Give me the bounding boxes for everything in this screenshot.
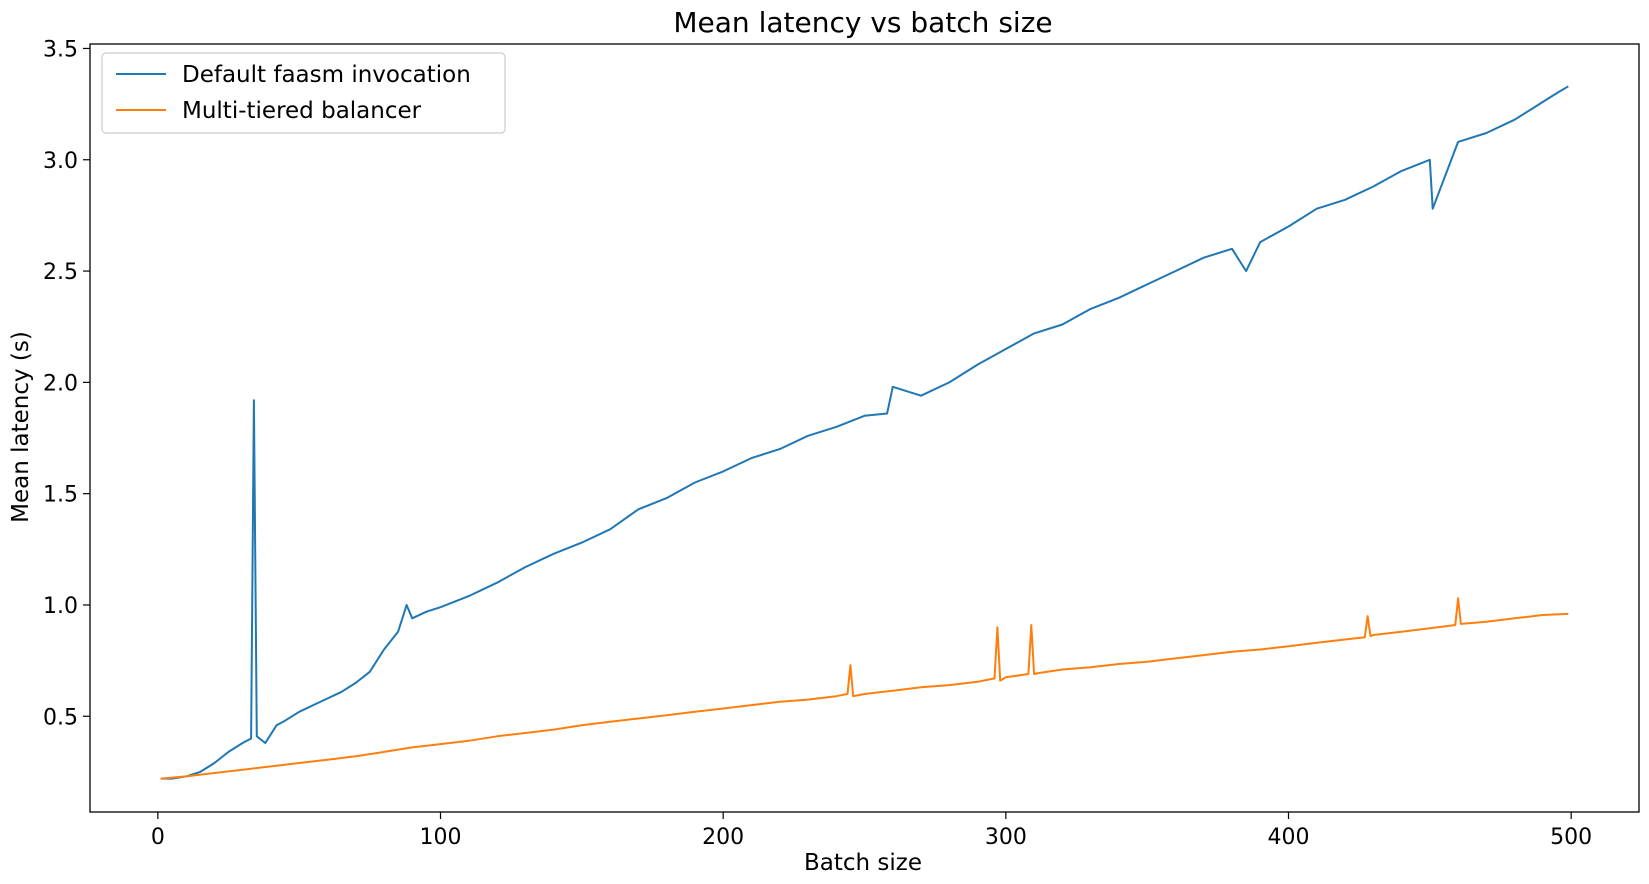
y-tick-label: 2.0 bbox=[43, 371, 78, 396]
x-tick-label: 300 bbox=[985, 825, 1027, 850]
y-tick-label: 1.5 bbox=[43, 483, 78, 508]
x-axis: 0 100 200 300 400 500 bbox=[151, 812, 1592, 850]
x-axis-title: Batch size bbox=[804, 850, 922, 876]
y-tick-label: 2.5 bbox=[43, 260, 78, 285]
legend-label-default-faasm: Default faasm invocation bbox=[182, 62, 471, 88]
series-line-default-faasm bbox=[160, 85, 1569, 780]
y-tick-label: 0.5 bbox=[43, 705, 78, 730]
x-tick-label: 100 bbox=[420, 825, 462, 850]
y-tick-label: 3.5 bbox=[43, 37, 78, 62]
y-axis: 0.5 1.0 1.5 2.0 2.5 3.0 3.5 bbox=[43, 37, 90, 730]
legend: Default faasm invocation Multi-tiered ba… bbox=[101, 52, 506, 134]
x-tick-label: 400 bbox=[1267, 825, 1309, 850]
chart-title: Mean latency vs batch size bbox=[673, 6, 1052, 39]
x-tick-label: 200 bbox=[702, 825, 744, 850]
y-tick-label: 3.0 bbox=[43, 149, 78, 174]
plot-frame bbox=[89, 43, 1640, 813]
x-tick-label: 500 bbox=[1550, 825, 1592, 850]
legend-label-multi-tiered: Multi-tiered balancer bbox=[182, 98, 422, 124]
series-layer bbox=[160, 85, 1569, 780]
legend-box bbox=[101, 52, 506, 134]
x-tick-label: 0 bbox=[151, 825, 165, 850]
series-line-multi-tiered bbox=[160, 597, 1569, 780]
y-axis-title: Mean latency (s) bbox=[8, 331, 34, 523]
y-tick-label: 1.0 bbox=[43, 594, 78, 619]
